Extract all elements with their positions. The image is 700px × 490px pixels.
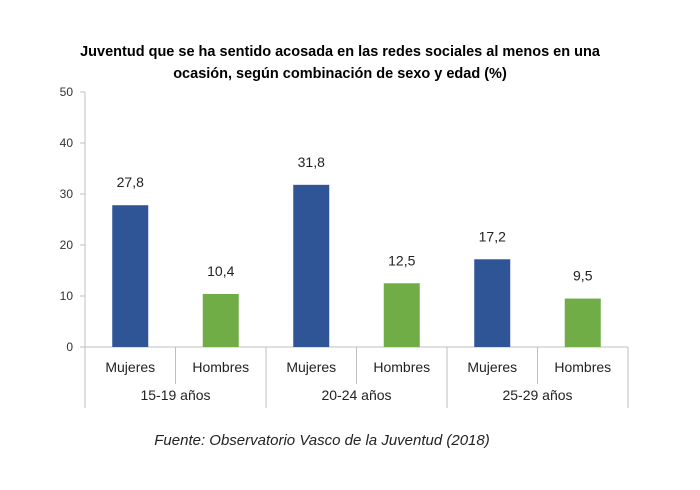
y-tick-label: 40 xyxy=(60,136,74,150)
y-tick-label: 10 xyxy=(60,289,74,303)
category-label: Mujeres xyxy=(286,359,336,375)
category-label: Hombres xyxy=(373,359,430,375)
bar-mujeres-3 xyxy=(474,259,511,347)
group-label: 15-19 años xyxy=(140,387,210,403)
source-note: Fuente: Observatorio Vasco de la Juventu… xyxy=(154,432,489,449)
category-label: Hombres xyxy=(554,359,611,375)
data-label: 9,5 xyxy=(573,268,593,284)
chart-title-line-2: ocasión, según combinación de sexo y eda… xyxy=(173,66,507,82)
data-label: 10,4 xyxy=(207,263,234,279)
bar-hombres-2 xyxy=(383,283,420,347)
data-label: 12,5 xyxy=(388,252,415,268)
bar-hombres-1 xyxy=(202,293,239,347)
y-tick-label: 0 xyxy=(66,340,73,354)
data-label: 27,8 xyxy=(117,174,144,190)
bar-hombres-3 xyxy=(564,298,601,347)
category-label: Hombres xyxy=(192,359,249,375)
category-label: Mujeres xyxy=(105,359,155,375)
group-label: 20-24 años xyxy=(321,387,391,403)
y-tick-label: 30 xyxy=(60,187,74,201)
category-label: Mujeres xyxy=(467,359,517,375)
group-label: 25-29 años xyxy=(502,387,572,403)
y-tick-label: 20 xyxy=(60,238,74,252)
data-label: 17,2 xyxy=(479,228,506,244)
y-tick-label: 50 xyxy=(60,85,74,99)
chart-title-line-1: Juventud que se ha sentido acosada en la… xyxy=(80,44,601,60)
data-label: 31,8 xyxy=(298,154,325,170)
bar-mujeres-2 xyxy=(293,184,330,347)
bar-mujeres-1 xyxy=(112,205,149,347)
